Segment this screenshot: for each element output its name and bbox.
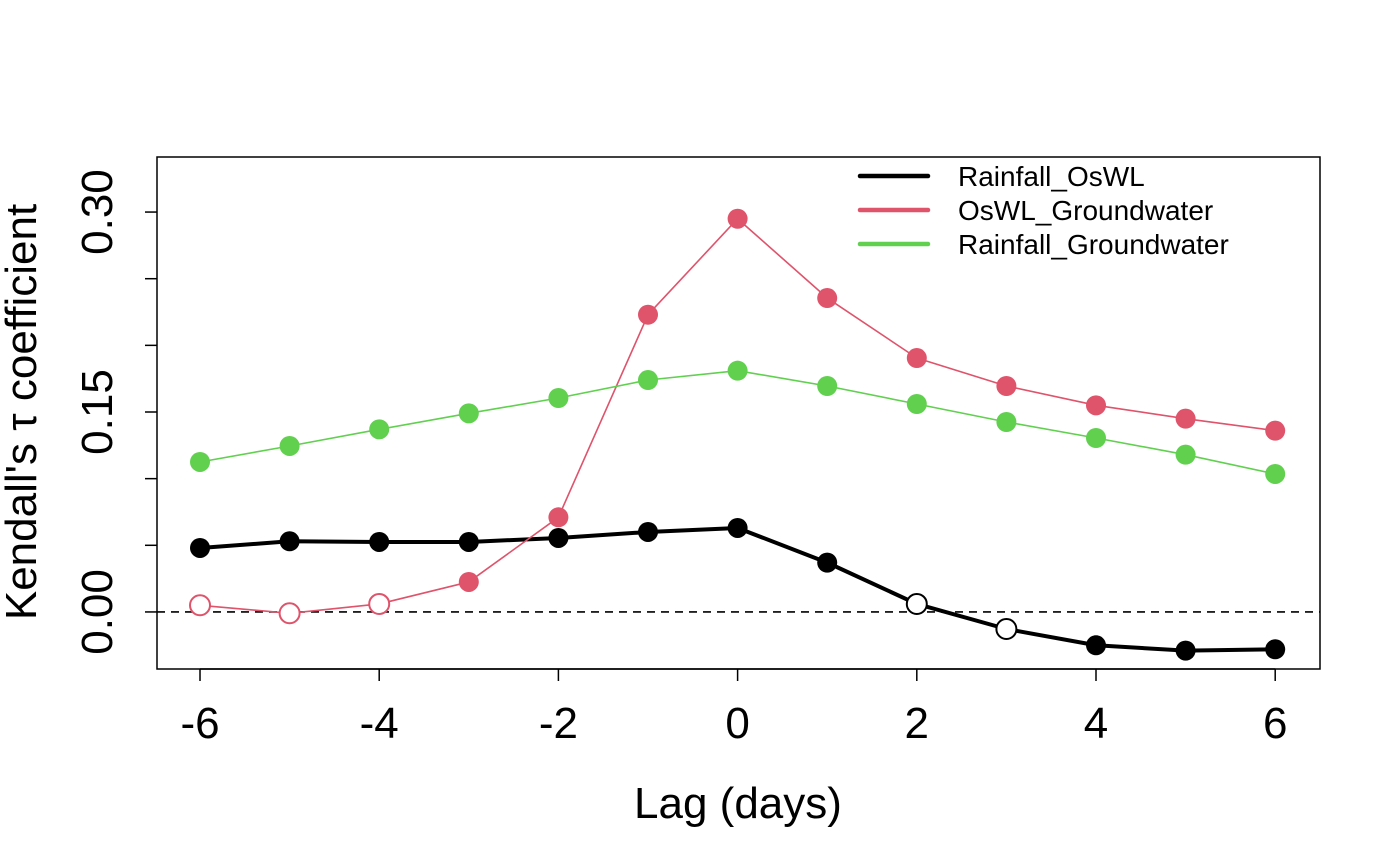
data-point-rainfall-oswl: [1086, 635, 1107, 656]
data-point-oswl-groundwater: [817, 288, 838, 309]
y-tick-label: 0.00: [73, 569, 122, 655]
data-point-rainfall-oswl: [1175, 640, 1196, 661]
data-point-rainfall-groundwater: [1175, 444, 1196, 465]
data-point-oswl-groundwater: [548, 507, 569, 528]
data-point-oswl-groundwater: [1086, 395, 1107, 416]
data-point-rainfall-oswl: [905, 592, 928, 615]
series-line-rainfall-oswl: [199, 525, 1276, 653]
data-point-rainfall-groundwater: [1265, 463, 1286, 484]
data-point-rainfall-groundwater: [906, 394, 927, 415]
legend-label: Rainfall_OsWL: [958, 161, 1145, 192]
data-point-rainfall-oswl: [548, 527, 569, 548]
data-point-oswl-groundwater: [727, 208, 748, 229]
x-tick-label: 6: [1263, 699, 1287, 748]
data-point-rainfall-groundwater: [727, 360, 748, 381]
series-line-rainfall-groundwater: [199, 369, 1276, 475]
x-tick-label: -4: [360, 699, 399, 748]
data-point-oswl-groundwater: [638, 304, 659, 325]
x-tick-label: 2: [905, 699, 929, 748]
data-point-oswl-groundwater: [1175, 408, 1196, 429]
data-point-oswl-groundwater: [189, 594, 212, 617]
data-point-oswl-groundwater: [458, 571, 479, 592]
data-point-rainfall-oswl: [190, 537, 211, 558]
data-point-rainfall-oswl: [817, 552, 838, 573]
data-point-rainfall-groundwater: [190, 451, 211, 472]
data-point-rainfall-groundwater: [458, 403, 479, 424]
legend-label: OsWL_Groundwater: [958, 195, 1213, 226]
legend: Rainfall_OsWLOsWL_GroundwaterRainfall_Gr…: [857, 161, 1229, 260]
data-point-rainfall-oswl: [727, 517, 748, 538]
x-tick-label: -2: [539, 699, 578, 748]
data-point-rainfall-groundwater: [279, 435, 300, 456]
data-point-oswl-groundwater: [368, 592, 391, 615]
data-point-rainfall-oswl: [1265, 639, 1286, 660]
legend-label: Rainfall_Groundwater: [958, 229, 1229, 260]
data-point-rainfall-groundwater: [817, 376, 838, 397]
data-point-oswl-groundwater: [996, 376, 1017, 397]
data-point-rainfall-groundwater: [638, 370, 659, 391]
data-point-rainfall-groundwater: [548, 388, 569, 409]
data-point-rainfall-oswl: [279, 531, 300, 552]
data-point-oswl-groundwater: [906, 348, 927, 369]
data-point-rainfall-groundwater: [996, 411, 1017, 432]
data-point-rainfall-groundwater: [369, 419, 390, 440]
data-point-rainfall-oswl: [638, 521, 659, 542]
data-point-rainfall-oswl: [458, 531, 479, 552]
y-tick-label: 0.30: [73, 169, 122, 255]
x-axis-label: Lag (days): [634, 779, 842, 828]
data-point-oswl-groundwater: [278, 602, 301, 625]
x-tick-label: -6: [180, 699, 219, 748]
data-point-rainfall-oswl: [369, 531, 390, 552]
data-point-rainfall-groundwater: [1086, 427, 1107, 448]
data-point-oswl-groundwater: [1265, 420, 1286, 441]
y-axis-label: Kendall's τ coefficient: [0, 204, 46, 620]
x-tick-label: 0: [725, 699, 749, 748]
y-tick-label: 0.15: [73, 369, 122, 455]
x-tick-label: 4: [1084, 699, 1108, 748]
data-point-rainfall-oswl: [995, 618, 1018, 641]
series-line-oswl-groundwater: [199, 217, 1276, 615]
